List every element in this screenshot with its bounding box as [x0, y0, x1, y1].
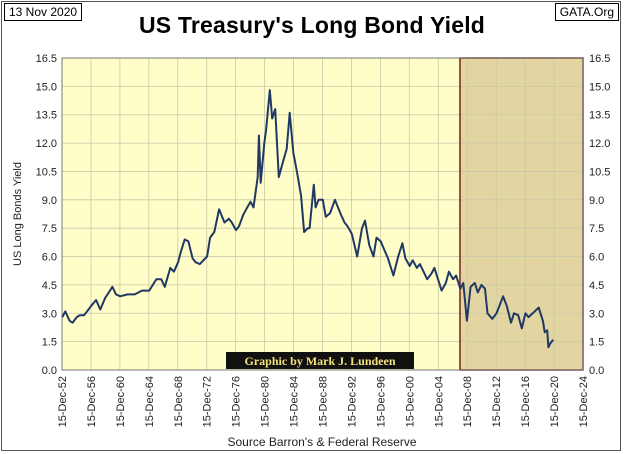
y-tick-label-right: 16.5 — [589, 53, 610, 65]
x-tick-label: 15-Dec-96 — [375, 376, 387, 427]
x-tick-label: 15-Dec-76 — [231, 376, 243, 427]
x-tick-label: 15-Dec-12 — [491, 376, 503, 427]
y-tick-label-right: 13.5 — [589, 110, 610, 122]
credit-box — [226, 352, 414, 369]
y-tick-label-right: 10.5 — [589, 166, 610, 178]
x-tick-label: 15-Dec-04 — [433, 376, 445, 427]
plot-border — [61, 57, 584, 371]
x-tick-label: 15-Dec-92 — [346, 376, 358, 427]
x-axis: 15-Dec-52 15-Dec-56 15-Dec-60 15-Dec-64 15-D… — [57, 376, 590, 427]
chart-title: US Treasury's Long Bond Yield — [138, 12, 486, 38]
y-tick-label-left: 3.0 — [42, 308, 57, 320]
y-tick-label-left: 7.5 — [42, 223, 57, 235]
y-tick-label-right: 12.0 — [589, 138, 610, 150]
y-tick-label-right: 3.0 — [589, 308, 604, 320]
y-tick-label-right: 0.0 — [589, 365, 604, 377]
y-tick-label-left: 4.5 — [42, 280, 57, 292]
y-tick-label-left: 0.0 — [42, 365, 57, 377]
x-tick-label: 15-Dec-88 — [318, 376, 330, 427]
y-axis-label: US Long Bonds Yield — [12, 162, 24, 266]
x-tick-label: 15-Dec-84 — [289, 376, 301, 427]
y-tick-label-right: 15.0 — [589, 81, 610, 93]
x-tick-label: 15-Dec-80 — [260, 376, 272, 427]
x-tick-label: 15-Dec-56 — [86, 376, 98, 427]
y-tick-label-right: 1.5 — [589, 337, 604, 349]
y-tick-label-right: 9.0 — [589, 195, 604, 207]
y-axis-right: 0.0 1.5 3.0 4.5 6.0 7.5 9.0 10.5 12.0 13.5 15.0 16.… — [589, 53, 610, 377]
y-tick-label-left: 12.0 — [36, 138, 57, 150]
x-tick-label: 15-Dec-68 — [173, 376, 185, 427]
credit-label: Graphic by Mark J. Lundeen — [244, 354, 395, 368]
y-tick-label-left: 16.5 — [36, 53, 57, 65]
x-tick-label: 15-Dec-60 — [115, 376, 127, 427]
x-tick-label: 15-Dec-20 — [549, 376, 561, 427]
shaded-region — [459, 58, 583, 370]
x-tick-label: 15-Dec-24 — [578, 376, 590, 427]
x-tick-label: 15-Dec-16 — [520, 376, 532, 427]
y-tick-label-left: 13.5 — [36, 110, 57, 122]
y-tick-label-right: 4.5 — [589, 280, 604, 292]
source-label: Source Barron's & Federal Reserve — [227, 435, 416, 449]
y-tick-label-left: 1.5 — [42, 337, 57, 349]
y-tick-label-left: 9.0 — [42, 195, 57, 207]
y-tick-label-left: 15.0 — [36, 81, 57, 93]
x-tick-label: 15-Dec-72 — [202, 376, 214, 427]
y-tick-label-left: 6.0 — [42, 252, 57, 264]
x-tick-label: 15-Dec-52 — [57, 376, 69, 427]
yield-series-line — [61, 89, 554, 349]
x-tick-label: 15-Dec-00 — [404, 376, 416, 427]
site-label: GATA.Org — [554, 3, 619, 21]
y-axis-left: 0.0 1.5 3.0 4.5 6.0 7.5 9.0 10.5 12.0 13.5 15.0 16.… — [36, 53, 57, 377]
y-tick-label-left: 10.5 — [36, 166, 57, 178]
y-tick-label-right: 6.0 — [589, 252, 604, 264]
x-tick-label: 15-Dec-08 — [462, 376, 474, 427]
date-label: 13 Nov 2020 — [4, 3, 83, 21]
y-tick-label-right: 7.5 — [589, 223, 604, 235]
x-tick-label: 15-Dec-64 — [144, 376, 156, 427]
